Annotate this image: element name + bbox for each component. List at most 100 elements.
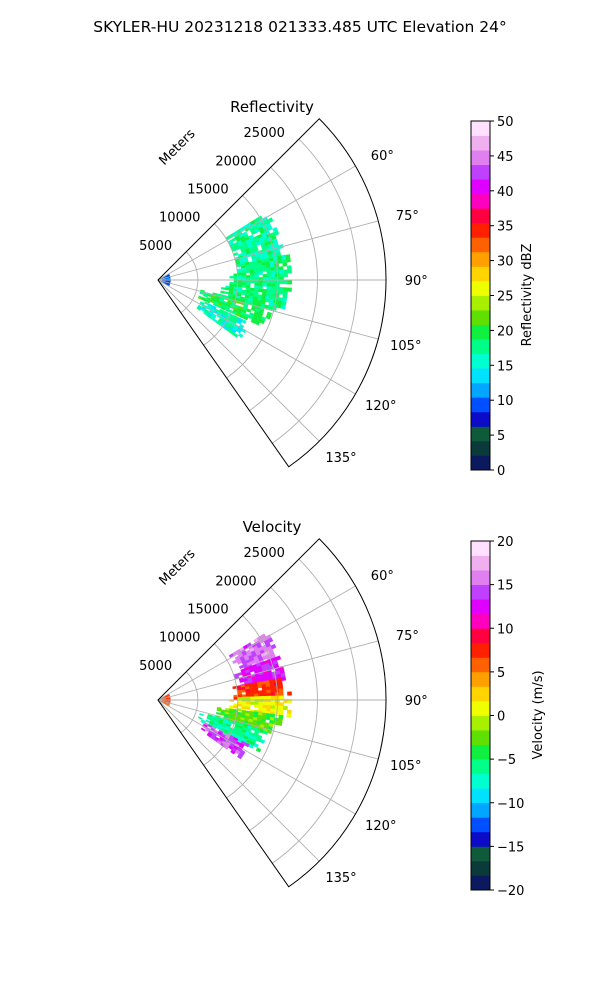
- reflectivity-echo-cell: [270, 270, 276, 275]
- reflectivity-colorbar-tick-label: 30: [497, 255, 514, 270]
- reflectivity-angle-tick-label: 60°: [371, 149, 394, 164]
- velocity-colorbar-band: [471, 802, 490, 818]
- velocity-echo-cell: [283, 705, 288, 711]
- reflectivity-echo-cell: [241, 291, 246, 296]
- velocity-echo-cell: [262, 692, 268, 697]
- reflectivity-colorbar-band: [471, 295, 490, 311]
- velocity-range-ring: [203, 643, 239, 766]
- reflectivity-colorbar-band: [471, 411, 490, 427]
- velocity-echo-cell: [259, 738, 266, 744]
- reflectivity-colorbar-band: [471, 339, 490, 355]
- velocity-echo-cell: [205, 719, 211, 724]
- reflectivity-echo-cell: [254, 271, 259, 276]
- velocity-echo-cell: [278, 688, 284, 693]
- reflectivity-colorbar-band: [471, 324, 490, 340]
- velocity-echo-cell: [270, 695, 276, 700]
- reflectivity-echo-cell: [287, 280, 293, 285]
- velocity-echo-cell: [236, 754, 243, 760]
- velocity-azimuth-line: [157, 585, 356, 701]
- velocity-grid: [157, 558, 386, 864]
- reflectivity-echo-cell: [270, 286, 276, 291]
- reflectivity-colorbar-tick-label: 0: [497, 464, 505, 479]
- reflectivity-colorbar-band: [471, 179, 490, 195]
- reflectivity-echo-cell: [237, 275, 243, 279]
- velocity-range-ring: [180, 671, 199, 734]
- reflectivity-echo-cell: [287, 269, 292, 274]
- reflectivity-echo-cell: [254, 320, 260, 326]
- reflectivity-echo-cell: [266, 270, 272, 275]
- reflectivity-colorbar-band: [471, 368, 490, 384]
- velocity-colorbar-band: [471, 599, 490, 615]
- reflectivity-echo-cell: [241, 272, 247, 276]
- reflectivity-colorbar-band: [471, 193, 490, 209]
- velocity-echo-cell: [165, 694, 170, 697]
- velocity-angle-tick-label: 60°: [371, 569, 394, 584]
- velocity-echo-cell: [279, 695, 284, 700]
- velocity-panel: Velocity 5000 10000 15000 20000 25000 60° 75°…: [139, 518, 546, 899]
- reflectivity-echo-layer: [157, 215, 293, 339]
- velocity-colorbar-band: [471, 584, 490, 600]
- reflectivity-colorbar-tick-label: 5: [497, 429, 505, 444]
- reflectivity-colorbar-band: [471, 382, 490, 398]
- reflectivity-colorbar-band: [471, 222, 490, 238]
- velocity-echo-cell: [262, 701, 268, 706]
- reflectivity-range-ring: [226, 195, 278, 379]
- velocity-echo-cell: [278, 709, 284, 714]
- reflectivity-echo-cell: [265, 264, 271, 269]
- velocity-echo-cell: [258, 693, 263, 697]
- reflectivity-echo-cell: [259, 319, 265, 325]
- reflectivity-angle-tick-label: 75°: [396, 209, 419, 224]
- reflectivity-echo-cell: [262, 280, 268, 284]
- reflectivity-colorbar-tick-label: 45: [497, 150, 514, 165]
- reflectivity-colorbar-band: [471, 150, 490, 166]
- reflectivity-range-tick-label: 25000: [244, 126, 285, 141]
- reflectivity-echo-cell: [273, 230, 280, 236]
- velocity-colorbar-label: Velocity (m/s): [531, 670, 546, 759]
- reflectivity-echo-cell: [258, 282, 264, 287]
- reflectivity-echo-cell: [196, 306, 202, 311]
- velocity-echo-cell: [241, 701, 247, 705]
- reflectivity-echo-cell: [250, 274, 255, 278]
- figure-title: SKYLER-HU 20231218 021333.485 UTC Elevat…: [93, 18, 507, 36]
- reflectivity-range-ticks: 5000 10000 15000 20000 25000: [139, 126, 285, 254]
- velocity-azimuth-line: [157, 699, 320, 862]
- velocity-echo-cell: [267, 637, 274, 644]
- velocity-echo-cell: [279, 702, 284, 707]
- reflectivity-echo-cell: [246, 308, 252, 313]
- reflectivity-echo-cell: [241, 319, 247, 324]
- velocity-range-ring: [249, 586, 318, 831]
- velocity-echo-cell: [270, 643, 277, 650]
- reflectivity-echo-cell: [246, 280, 251, 284]
- reflectivity-echo-cell: [238, 332, 244, 339]
- reflectivity-range-tick-label: 10000: [159, 211, 200, 226]
- velocity-colorbar-tick-label: 0: [497, 710, 505, 725]
- velocity-echo-cell: [258, 701, 264, 706]
- reflectivity-colorbar-band: [471, 208, 490, 224]
- velocity-echo-cell: [248, 743, 254, 749]
- reflectivity-angle-tick-label: 90°: [405, 274, 428, 289]
- reflectivity-echo-cell: [267, 217, 274, 223]
- velocity-angle-tick-label: 90°: [405, 694, 428, 709]
- reflectivity-echo-cell: [255, 256, 261, 261]
- velocity-frame: [157, 538, 387, 888]
- reflectivity-echo-cell: [270, 273, 276, 278]
- reflectivity-colorbar-band: [471, 280, 490, 296]
- reflectivity-colorbar-band: [471, 237, 490, 253]
- velocity-sector-frame: [157, 538, 387, 888]
- reflectivity-echo-cell: [237, 280, 243, 283]
- reflectivity-colorbar-tick-label: 35: [497, 220, 514, 235]
- reflectivity-echo-cell: [270, 280, 276, 284]
- velocity-range-tick-label: 20000: [215, 574, 256, 589]
- velocity-echo-cell: [266, 702, 272, 706]
- velocity-echo-cell: [269, 685, 275, 691]
- reflectivity-echo-cell: [278, 290, 284, 295]
- velocity-echo-cell: [237, 694, 243, 698]
- reflectivity-angle-ticks: 60° 75° 90° 105° 120° 135°: [325, 149, 427, 466]
- reflectivity-echo-cell: [220, 290, 226, 294]
- reflectivity-colorbar-band: [471, 455, 490, 471]
- velocity-range-tick-label: 15000: [187, 602, 228, 617]
- velocity-title: Velocity: [243, 518, 302, 536]
- reflectivity-title: Reflectivity: [230, 98, 314, 116]
- velocity-echo-cell: [255, 747, 262, 753]
